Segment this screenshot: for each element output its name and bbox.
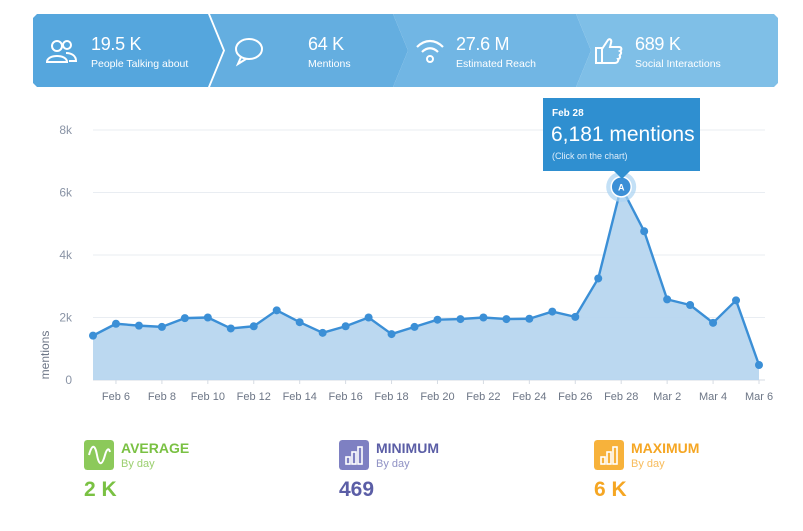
metric-label: Estimated Reach <box>456 58 536 70</box>
stat-title: MAXIMUM <box>631 440 700 456</box>
data-point[interactable] <box>387 330 396 339</box>
stat-value: 6 K <box>594 478 627 501</box>
data-point[interactable] <box>525 314 534 323</box>
chart-tooltip: Feb 28 6,181 mentions (Click on the char… <box>543 98 700 179</box>
y-tick-label: 2k <box>59 311 73 325</box>
mentions-area-chart[interactable]: 0 2k 4k 6k 8k Feb 6 Feb 8 Feb 10 Feb 12 Feb 14 Fe… <box>0 100 803 420</box>
x-tick-label: Mar 4 <box>699 391 727 403</box>
metric-people-talking[interactable]: 19.5 K People Talking about <box>33 14 223 87</box>
stat-subtitle: By day <box>121 458 155 470</box>
data-point[interactable] <box>663 295 672 304</box>
x-tick-label: Mar 2 <box>653 391 681 403</box>
bar-chart-icon <box>594 440 624 470</box>
data-point[interactable] <box>364 313 373 322</box>
data-point[interactable] <box>709 318 718 327</box>
data-point[interactable] <box>341 322 350 331</box>
x-tick-label: Feb 28 <box>604 391 638 403</box>
data-point[interactable] <box>571 312 580 321</box>
metric-value: 64 K <box>308 34 344 54</box>
people-icon <box>45 40 78 63</box>
data-point[interactable] <box>755 361 763 369</box>
data-point[interactable] <box>226 324 235 333</box>
tooltip-hint: (Click on the chart) <box>552 151 628 161</box>
y-axis-label: mentions <box>38 331 52 380</box>
data-point[interactable] <box>157 322 166 331</box>
metrics-bar: 19.5 K People Talking about 64 K Mention… <box>33 14 778 87</box>
data-point[interactable] <box>249 322 258 331</box>
data-point[interactable] <box>318 328 327 337</box>
data-point[interactable] <box>203 313 212 322</box>
x-tick-label: Feb 20 <box>420 391 454 403</box>
x-tick-label: Feb 26 <box>558 391 592 403</box>
wifi-icon <box>416 39 444 63</box>
x-tick-label: Feb 24 <box>512 391 546 403</box>
thumbs-up-icon <box>595 38 623 64</box>
data-point[interactable] <box>134 321 143 330</box>
y-tick-label: 0 <box>65 373 72 387</box>
data-point[interactable] <box>594 274 603 283</box>
x-tick-label: Feb 16 <box>328 391 362 403</box>
annotation-label: A <box>618 182 625 192</box>
stat-value: 469 <box>339 478 375 501</box>
stat-title: AVERAGE <box>121 440 190 456</box>
x-tick-label: Feb 14 <box>283 391 317 403</box>
x-tick-label: Feb 18 <box>374 391 408 403</box>
stat-title: MINIMUM <box>376 440 439 456</box>
y-tick-label: 4k <box>59 248 73 262</box>
wave-icon <box>84 440 114 470</box>
data-point[interactable] <box>272 306 281 315</box>
data-point[interactable] <box>502 315 511 324</box>
metric-mentions[interactable]: 64 K Mentions <box>210 14 408 87</box>
y-tick-label: 8k <box>59 123 73 137</box>
bar-chart-icon <box>339 440 369 470</box>
data-point[interactable] <box>548 307 557 316</box>
stat-value: 2 K <box>84 478 117 501</box>
data-point[interactable] <box>479 313 488 322</box>
metric-label: People Talking about <box>91 58 189 70</box>
data-point[interactable] <box>111 319 120 328</box>
stat-subtitle: By day <box>376 458 410 470</box>
metric-value: 19.5 K <box>91 34 142 54</box>
stat-subtitle: By day <box>631 458 665 470</box>
data-point[interactable] <box>180 314 189 323</box>
x-tick-label: Feb 8 <box>148 391 176 403</box>
tooltip-arrow <box>614 171 630 179</box>
data-point[interactable] <box>456 315 465 324</box>
data-point[interactable] <box>89 331 97 340</box>
data-point[interactable] <box>433 315 442 324</box>
metric-value: 689 K <box>635 34 681 54</box>
x-tick-label: Feb 10 <box>191 391 225 403</box>
metric-label: Mentions <box>308 58 351 70</box>
x-tick-label: Feb 22 <box>466 391 500 403</box>
data-point[interactable] <box>640 227 649 236</box>
speech-bubble-icon <box>235 38 263 67</box>
metric-estimated-reach[interactable]: 27.6 M Estimated Reach <box>393 14 591 87</box>
data-point[interactable] <box>410 322 419 331</box>
metric-label: Social Interactions <box>635 58 721 70</box>
metric-social-interactions[interactable]: 689 K Social Interactions <box>576 14 778 87</box>
data-point[interactable] <box>295 318 304 327</box>
tooltip-value: 6,181 mentions <box>551 123 695 146</box>
tooltip-date: Feb 28 <box>552 108 584 119</box>
y-tick-label: 6k <box>59 186 73 200</box>
x-tick-label: Mar 6 <box>745 391 773 403</box>
data-point[interactable] <box>686 301 695 309</box>
metric-value: 27.6 M <box>456 34 510 54</box>
x-tick-label: Feb 12 <box>237 391 271 403</box>
data-point[interactable] <box>732 296 741 305</box>
series-area <box>93 186 759 380</box>
x-tick-label: Feb 6 <box>102 391 130 403</box>
